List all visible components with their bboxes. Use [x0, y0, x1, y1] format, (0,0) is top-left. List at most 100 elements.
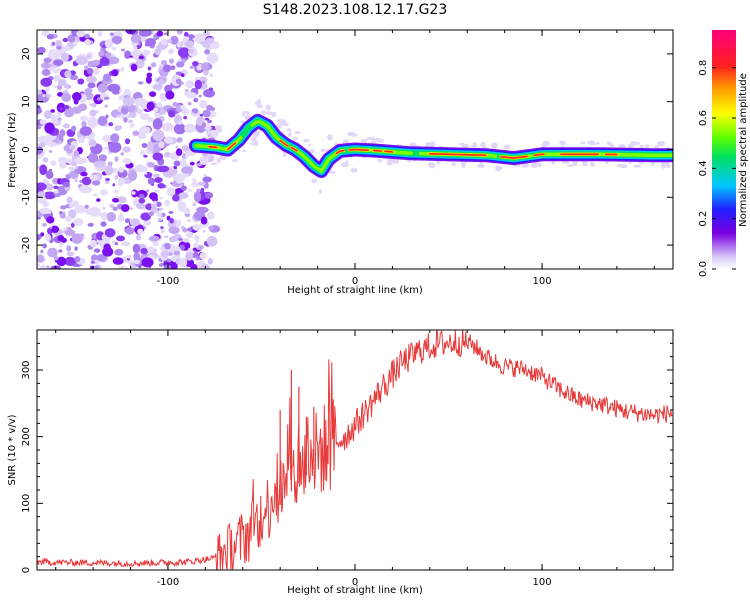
noise-blob	[104, 228, 116, 238]
snr-axis-ticks: -100 0 100 0 100 200 300	[21, 330, 673, 588]
noise-blob	[41, 62, 51, 69]
noise-blob	[177, 47, 191, 58]
noise-blob	[135, 234, 142, 241]
noise-blob	[170, 65, 176, 70]
noise-blob	[62, 37, 69, 43]
noise-blob	[154, 112, 161, 119]
noise-blob	[99, 56, 110, 66]
haze-blob	[537, 162, 542, 168]
haze-blob	[618, 143, 626, 148]
noise-blob	[203, 89, 216, 98]
noise-blob	[64, 109, 74, 118]
ridge-hot-red	[208, 145, 218, 149]
noise-blob	[137, 133, 147, 140]
noise-blob	[141, 143, 148, 149]
ridge-hot-red	[279, 139, 289, 147]
noise-blob	[188, 48, 195, 54]
noise-blob	[168, 210, 174, 214]
colorbar-tick-label: 0.2	[698, 211, 709, 227]
haze-blob	[639, 144, 644, 149]
noise-blob	[105, 114, 109, 119]
noise-blob	[84, 204, 89, 209]
noise-blob	[87, 67, 94, 75]
noise-blob	[67, 34, 76, 43]
noise-blob	[132, 93, 140, 99]
y-tick-label: -10	[21, 189, 32, 205]
noise-blob	[88, 139, 97, 148]
noise-blob	[182, 238, 190, 243]
noise-blob	[187, 34, 195, 40]
noise-blob	[196, 206, 209, 214]
noise-blob	[119, 213, 124, 218]
noise-blob	[157, 182, 166, 189]
spectrogram-ylabel: Frequency (Hz)	[7, 112, 18, 188]
noise-blob	[74, 177, 78, 183]
noise-blob	[96, 198, 101, 202]
noise-blob	[66, 251, 75, 256]
noise-blob	[158, 207, 164, 211]
noise-blob	[74, 157, 87, 165]
noise-blob	[146, 101, 155, 111]
noise-blob	[187, 189, 193, 192]
haze-blob	[276, 119, 284, 124]
noise-blob	[71, 106, 82, 114]
noise-blob	[66, 196, 73, 204]
haze-blob	[470, 144, 478, 148]
noise-blob	[158, 78, 165, 86]
noise-blob	[180, 158, 187, 167]
noise-blob	[68, 145, 76, 150]
noise-blob	[120, 48, 126, 52]
noise-blob	[107, 161, 113, 167]
haze-blob	[303, 138, 310, 143]
noise-blob	[114, 175, 119, 180]
haze-blob	[666, 163, 671, 169]
noise-blob	[56, 111, 62, 117]
noise-blob	[81, 176, 92, 186]
haze-blob	[472, 142, 477, 146]
haze-blob	[480, 141, 486, 149]
haze-blob	[589, 161, 594, 167]
noise-blob	[112, 198, 119, 203]
noise-blob	[148, 211, 154, 217]
noise-blob	[176, 179, 182, 184]
noise-blob	[184, 123, 196, 133]
noise-blob	[168, 110, 176, 118]
noise-blob	[106, 213, 111, 218]
noise-blob	[86, 54, 91, 59]
noise-blob	[66, 245, 71, 252]
noise-blob	[128, 170, 138, 181]
haze-blob	[261, 109, 267, 116]
noise-blob	[178, 237, 183, 241]
noise-blob	[68, 166, 75, 171]
noise-blob	[151, 196, 158, 203]
y-tick-label: 0	[21, 146, 32, 152]
noise-blob	[55, 39, 62, 48]
haze-blob	[616, 163, 624, 168]
noise-blob	[46, 216, 55, 224]
noise-blob	[118, 166, 125, 173]
haze-blob	[650, 161, 655, 166]
spectrogram-xlabel: Height of straight line (km)	[287, 285, 423, 296]
colorbar-tick-label: 0.0	[698, 261, 709, 277]
noise-blob	[146, 189, 150, 193]
noise-blob	[37, 233, 41, 241]
noise-blob	[166, 187, 176, 197]
noise-blob	[137, 228, 144, 235]
noise-blob	[138, 194, 145, 199]
noise-blob	[74, 166, 78, 170]
noise-blob	[168, 236, 177, 243]
noise-blob	[158, 262, 164, 267]
noise-blob	[186, 218, 192, 223]
haze-blob	[561, 161, 570, 164]
haze-blob	[253, 130, 260, 137]
haze-blob	[283, 152, 287, 158]
noise-blob	[114, 242, 119, 246]
noise-blob	[139, 113, 150, 121]
y-tick-label: -20	[21, 237, 32, 253]
noise-blob	[108, 141, 122, 153]
noise-blob	[187, 101, 192, 106]
noise-blob	[102, 206, 106, 211]
noise-blob	[156, 30, 164, 37]
noise-blob	[176, 61, 185, 68]
haze-blob	[427, 144, 432, 148]
